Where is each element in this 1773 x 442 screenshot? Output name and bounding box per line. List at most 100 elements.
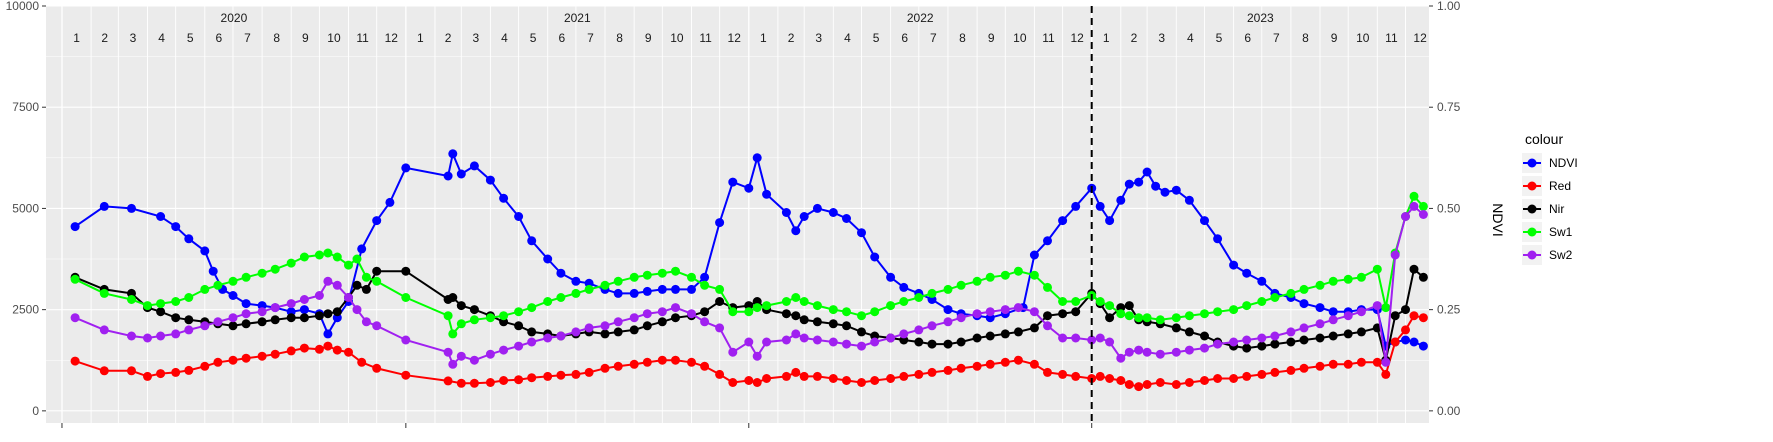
month-label: 2 [788, 31, 795, 45]
data-point-red [956, 363, 966, 373]
data-point-ndvi [556, 268, 566, 278]
data-point-red [927, 367, 937, 377]
data-point-red [828, 374, 838, 383]
data-point-red [213, 357, 223, 367]
data-point-red [1257, 369, 1267, 379]
data-point-sw2 [1200, 343, 1209, 353]
month-label: 4 [844, 31, 851, 45]
data-point-ndvi [401, 163, 411, 173]
data-point-nir [171, 313, 181, 323]
data-point-nir [352, 280, 362, 290]
data-point-red [1171, 380, 1181, 389]
legend-label: Sw2 [1549, 248, 1573, 262]
data-point-sw2 [171, 329, 181, 339]
data-point-nir [270, 315, 280, 325]
data-point-ndvi [671, 284, 680, 294]
data-point-sw2 [1116, 353, 1126, 363]
data-point-red [584, 367, 594, 377]
data-point-red [514, 375, 524, 385]
data-point-sw2 [700, 317, 710, 327]
data-point-red [985, 359, 995, 369]
data-point-sw1 [812, 301, 822, 311]
data-point-sw2 [629, 313, 639, 323]
data-point-nir [985, 331, 995, 341]
data-point-nir [629, 325, 639, 335]
data-point-sw2 [156, 331, 166, 341]
data-point-sw1 [1328, 276, 1338, 286]
month-label: 8 [616, 31, 623, 45]
data-point-ndvi [886, 272, 896, 282]
year-label: 2022 [907, 11, 934, 25]
data-point-sw2 [642, 309, 652, 319]
data-point-red [870, 376, 880, 385]
data-point-ndvi [443, 171, 453, 181]
legend-label: Sw1 [1549, 225, 1573, 239]
data-point-sw1 [1071, 297, 1081, 306]
data-point-sw1 [1315, 280, 1325, 290]
data-point-sw1 [401, 293, 411, 302]
data-point-sw2 [241, 309, 251, 319]
data-point-ndvi [1229, 260, 1239, 270]
data-point-sw1 [600, 280, 610, 290]
data-point-sw1 [687, 272, 696, 282]
data-point-sw1 [299, 252, 309, 262]
data-point-nir [184, 315, 194, 325]
data-point-sw1 [156, 299, 166, 309]
data-point-sw2 [527, 337, 537, 347]
legend-item-sw1: Sw1 [1522, 222, 1573, 242]
data-point-sw1 [1229, 305, 1239, 315]
data-point-ndvi [1160, 187, 1170, 197]
data-point-red [752, 378, 762, 387]
legend-key-point [1527, 181, 1537, 191]
data-point-red [1116, 376, 1126, 385]
month-label: 6 [216, 31, 223, 45]
data-point-ndvi [1328, 307, 1338, 317]
data-point-red [728, 378, 738, 387]
data-point-red [1058, 369, 1068, 379]
data-point-sw2 [469, 355, 479, 365]
data-point-red [812, 371, 822, 381]
data-point-sw1 [171, 297, 181, 306]
data-point-sw2 [286, 299, 296, 309]
data-point-red [972, 361, 982, 371]
data-point-sw1 [1184, 311, 1194, 321]
data-point-ndvi [828, 208, 838, 217]
data-point-red [270, 349, 280, 359]
data-point-ndvi [543, 254, 553, 264]
data-point-sw1 [1171, 313, 1181, 323]
data-point-sw2 [1171, 347, 1181, 357]
data-point-sw1 [613, 276, 623, 286]
data-point-nir [613, 327, 623, 337]
data-point-red [401, 370, 411, 380]
month-label: 1 [417, 31, 424, 45]
data-point-sw2 [1155, 349, 1165, 359]
data-point-ndvi [1184, 195, 1194, 205]
data-point-sw2 [728, 347, 738, 357]
legend-label: NDVI [1549, 156, 1578, 170]
right-tick-label: 0.00 [1437, 404, 1461, 418]
data-point-sw1 [344, 260, 353, 270]
data-point-ndvi [857, 228, 866, 238]
data-point-ndvi [156, 212, 166, 221]
left-y-axis: 0 2500 5000 7500 10000 [6, 0, 46, 418]
data-point-nir [1184, 327, 1194, 337]
month-label: 11 [356, 31, 369, 45]
data-point-red [344, 347, 353, 357]
data-point-red [127, 366, 136, 376]
data-point-sw1 [1372, 264, 1382, 274]
month-label: 6 [901, 31, 908, 45]
data-point-sw2 [1095, 333, 1105, 343]
data-point-sw1 [127, 295, 136, 304]
data-point-sw1 [241, 272, 251, 282]
data-point-sw1 [715, 284, 725, 294]
data-point-sw1 [1058, 297, 1068, 306]
data-point-sw1 [1299, 284, 1309, 294]
data-point-nir [1200, 331, 1209, 341]
data-point-sw1 [443, 311, 453, 321]
data-point-sw1 [543, 297, 553, 306]
data-point-nir [642, 321, 652, 331]
data-point-red [629, 359, 639, 369]
data-point-red [1299, 363, 1309, 373]
data-point-sw1 [857, 311, 866, 321]
grid-minor [46, 56, 1429, 361]
